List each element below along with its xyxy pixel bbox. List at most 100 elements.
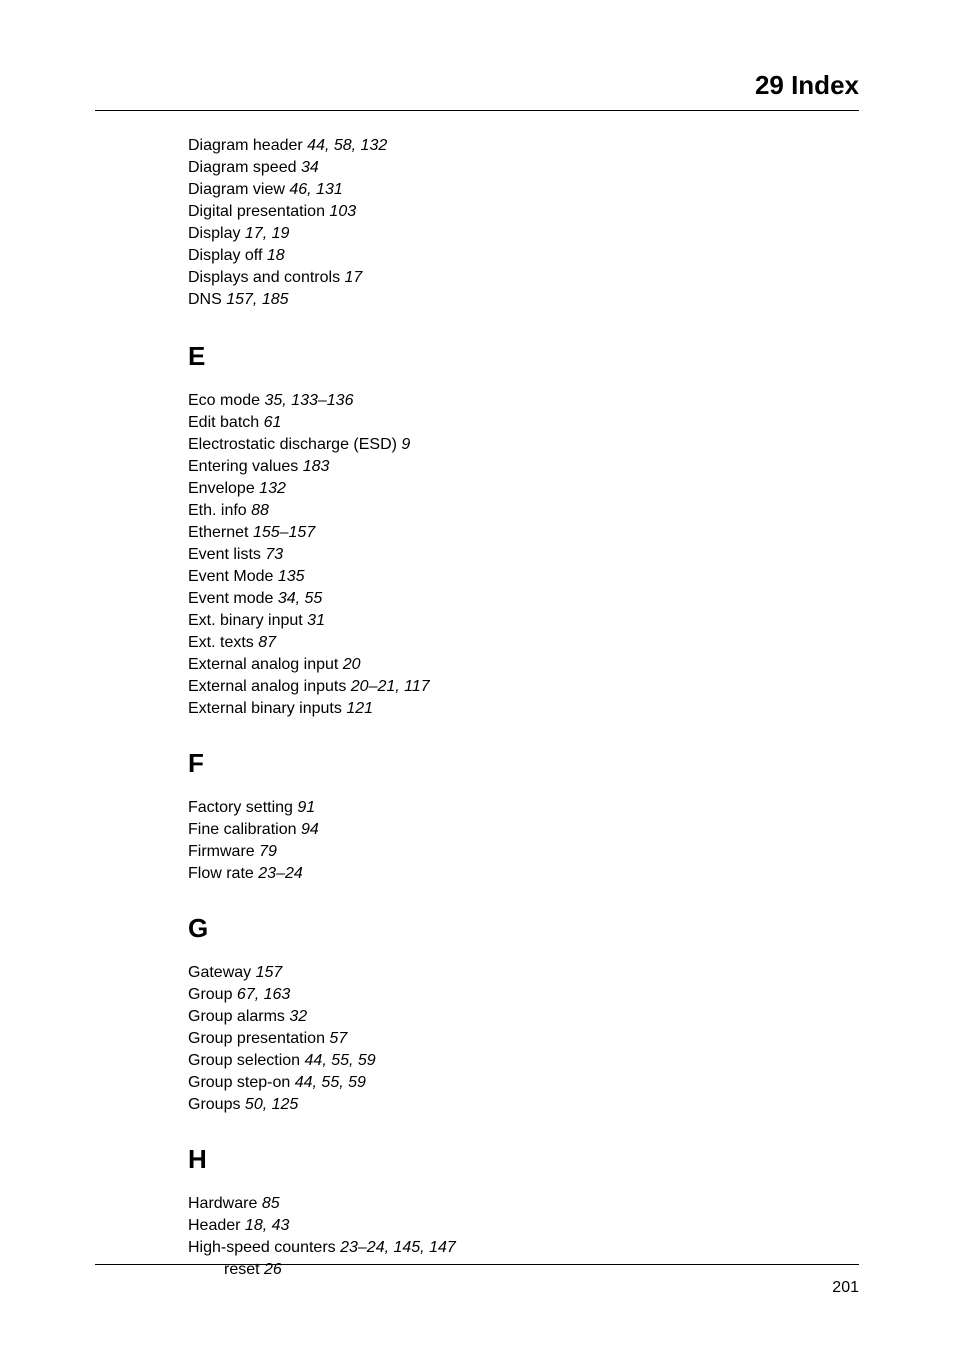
index-entry: Flow rate 23–24	[188, 863, 808, 885]
index-entry: Group step-on 44, 55, 59	[188, 1072, 808, 1094]
index-pages: 34	[301, 159, 319, 176]
index-entry: Envelope 132	[188, 478, 808, 500]
index-entry: Event lists 73	[188, 544, 808, 566]
index-pages: 85	[262, 1195, 280, 1212]
index-pages: 17, 19	[245, 225, 289, 242]
index-term: Electrostatic discharge (ESD)	[188, 436, 401, 453]
index-term: Digital presentation	[188, 203, 329, 220]
header-rule	[95, 110, 859, 111]
index-pages: 73	[265, 546, 283, 563]
index-pages: 31	[307, 612, 325, 629]
index-pages: 44, 55, 59	[295, 1074, 366, 1091]
index-pages: 23–24, 145, 147	[340, 1239, 456, 1256]
index-term: Edit batch	[188, 414, 264, 431]
index-entry: External analog input 20	[188, 654, 808, 676]
index-pages: 157, 185	[226, 291, 288, 308]
page-number: 201	[832, 1279, 859, 1297]
index-entry: Display off 18	[188, 245, 808, 267]
index-entry: Group selection 44, 55, 59	[188, 1050, 808, 1072]
index-entry: Eco mode 35, 133–136	[188, 390, 808, 412]
index-term: Displays and controls	[188, 269, 345, 286]
index-entry: Group alarms 32	[188, 1006, 808, 1028]
index-term: Groups	[188, 1096, 245, 1113]
index-pages: 9	[401, 436, 410, 453]
index-pages: 103	[329, 203, 356, 220]
index-entry: Group 67, 163	[188, 984, 808, 1006]
index-pages: 157	[256, 964, 283, 981]
index-pages: 67, 163	[237, 986, 290, 1003]
index-pages: 32	[289, 1008, 307, 1025]
index-entry: Ext. binary input 31	[188, 610, 808, 632]
index-term: Ext. texts	[188, 634, 258, 651]
index-term: Diagram speed	[188, 159, 301, 176]
index-term: Eth. info	[188, 502, 251, 519]
index-entry: Ext. texts 87	[188, 632, 808, 654]
index-pages: 79	[259, 843, 277, 860]
index-entry: Hardware 85	[188, 1193, 808, 1215]
index-pages: 57	[329, 1030, 347, 1047]
index-content: Diagram header 44, 58, 132 Diagram speed…	[188, 135, 808, 1281]
index-term: Entering values	[188, 458, 303, 475]
index-section-letter: H	[188, 1144, 808, 1175]
index-entry: Edit batch 61	[188, 412, 808, 434]
index-term: Ethernet	[188, 524, 253, 541]
index-pages: 44, 55, 59	[305, 1052, 376, 1069]
page-chapter-title: 29 Index	[755, 70, 859, 101]
index-term: Group presentation	[188, 1030, 329, 1047]
index-pages: 88	[251, 502, 269, 519]
index-entry: Displays and controls 17	[188, 267, 808, 289]
index-pages: 50, 125	[245, 1096, 298, 1113]
index-term: External binary inputs	[188, 700, 346, 717]
index-entry: Digital presentation 103	[188, 201, 808, 223]
index-pages: 44, 58, 132	[307, 137, 387, 154]
index-entry: Group presentation 57	[188, 1028, 808, 1050]
index-pages: 46, 131	[289, 181, 342, 198]
index-entry: Entering values 183	[188, 456, 808, 478]
index-pages: 18	[267, 247, 285, 264]
index-entry: Ethernet 155–157	[188, 522, 808, 544]
index-pages: 91	[297, 799, 315, 816]
index-term: Envelope	[188, 480, 259, 497]
index-section-letter: E	[188, 341, 808, 372]
index-entry: Diagram header 44, 58, 132	[188, 135, 808, 157]
index-pages: 61	[264, 414, 282, 431]
index-entry: External binary inputs 121	[188, 698, 808, 720]
index-pages: 20	[343, 656, 361, 673]
index-term: Event mode	[188, 590, 278, 607]
index-term: Firmware	[188, 843, 259, 860]
index-term: Gateway	[188, 964, 256, 981]
index-entry: Eth. info 88	[188, 500, 808, 522]
footer-rule	[95, 1264, 859, 1265]
index-term: Flow rate	[188, 865, 258, 882]
index-pages: 87	[258, 634, 276, 651]
index-entry: Event mode 34, 55	[188, 588, 808, 610]
index-pages: 20–21, 117	[351, 678, 430, 695]
index-subentry: reset 26	[188, 1259, 808, 1281]
index-term: Diagram header	[188, 137, 307, 154]
index-pages: 35, 133–136	[264, 392, 353, 409]
index-entry: DNS 157, 185	[188, 289, 808, 311]
index-term: External analog inputs	[188, 678, 351, 695]
index-entry: Groups 50, 125	[188, 1094, 808, 1116]
index-term: Group alarms	[188, 1008, 289, 1025]
index-term: Display off	[188, 247, 267, 264]
index-term: DNS	[188, 291, 226, 308]
index-term: Group selection	[188, 1052, 305, 1069]
index-pages: 121	[346, 700, 373, 717]
index-pages: 23–24	[258, 865, 303, 882]
index-entry: High-speed counters 23–24, 145, 147	[188, 1237, 808, 1259]
index-pages: 183	[303, 458, 330, 475]
index-pages: 132	[259, 480, 286, 497]
index-pages: 94	[301, 821, 319, 838]
index-pages: 155–157	[253, 524, 315, 541]
index-entry: Display 17, 19	[188, 223, 808, 245]
index-term: Factory setting	[188, 799, 297, 816]
index-term: Event lists	[188, 546, 265, 563]
index-entry: Event Mode 135	[188, 566, 808, 588]
index-term: Ext. binary input	[188, 612, 307, 629]
index-entry: Diagram view 46, 131	[188, 179, 808, 201]
index-term: External analog input	[188, 656, 343, 673]
index-section-letter: F	[188, 748, 808, 779]
index-entry: Header 18, 43	[188, 1215, 808, 1237]
index-term: Hardware	[188, 1195, 262, 1212]
